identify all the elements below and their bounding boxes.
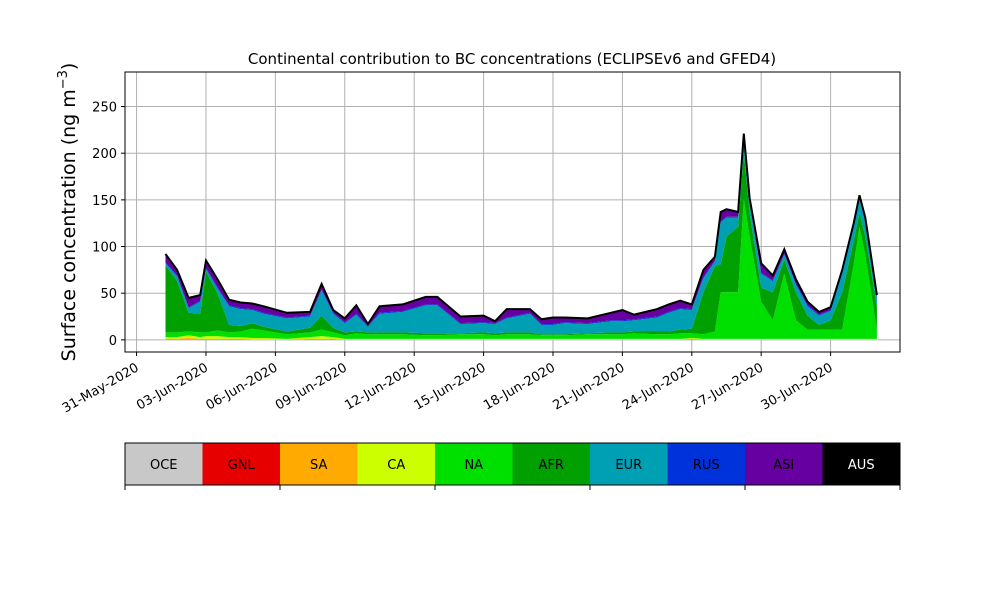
chart-title: Continental contribution to BC concentra…: [248, 50, 776, 68]
colorbar-label-ca: CA: [387, 458, 405, 473]
colorbar-label-asi: ASI: [773, 458, 794, 473]
x-tick-label: 31-May-2020: [60, 360, 142, 416]
colorbar-label-gnl: GNL: [228, 458, 256, 473]
colorbar-swatch-na: [435, 443, 513, 485]
y-axis: 0 50 100 150 200 250: [92, 101, 125, 349]
area-eur: [165, 142, 877, 335]
colorbar-label-eur: EUR: [615, 458, 642, 473]
y-axis-label-exponent: −3: [56, 70, 71, 89]
y-tick-label: 200: [92, 147, 117, 162]
colorbar-swatch-oce: [125, 443, 203, 485]
y-axis-label-text: Surface concentration (ng m: [58, 89, 80, 361]
total-line: [164, 133, 878, 326]
x-tick-label: 03-Jun-2020: [134, 360, 211, 413]
colorbar-label-aus: AUS: [848, 458, 875, 473]
y-tick-label: 250: [92, 101, 117, 116]
plot-frame: [124, 71, 901, 353]
y-axis-label-close: ): [58, 63, 80, 70]
grid-lines: [125, 72, 900, 352]
colorbar-label-na: NA: [464, 458, 483, 473]
y-tick-label: 100: [92, 241, 117, 256]
y-tick-label: 50: [100, 287, 117, 302]
x-tick-label: 18-Jun-2020: [481, 360, 558, 413]
y-tick-label: 150: [92, 194, 117, 209]
colorbar-swatch-asi: [745, 443, 823, 485]
x-tick-label: 09-Jun-2020: [273, 360, 350, 413]
colorbar-frame: [124, 442, 901, 486]
area-sa: [165, 338, 877, 340]
colorbar-label-rus: RUS: [693, 458, 720, 473]
colorbar-swatch-sa: [280, 443, 358, 485]
colorbar-label-oce: OCE: [150, 458, 178, 473]
x-tick-label: 15-Jun-2020: [412, 360, 489, 413]
colorbar-swatch-afr: [512, 443, 591, 485]
area-asi: [165, 133, 877, 326]
y-tick-label: 0: [109, 334, 117, 349]
x-tick-label: 30-Jun-2020: [759, 360, 836, 413]
area-afr: [165, 152, 877, 336]
colorbar-swatch-rus: [667, 443, 746, 485]
total-outline: [164, 133, 878, 326]
x-tick-label: 27-Jun-2020: [689, 360, 766, 413]
colorbar-label-sa: SA: [310, 458, 327, 473]
colorbar-swatch-eur: [590, 443, 668, 485]
area-ca: [165, 335, 877, 340]
x-tick-label: 06-Jun-2020: [204, 360, 281, 413]
y-axis-label: Surface concentration (ng m−3): [56, 63, 80, 362]
stacked-areas: [165, 133, 877, 340]
colorbar-label-afr: AFR: [539, 458, 564, 473]
x-tick-label: 24-Jun-2020: [620, 360, 697, 413]
colorbar-swatch-aus: [822, 443, 901, 485]
colorbar-swatch-ca: [357, 443, 436, 485]
x-axis: 31-May-202003-Jun-202006-Jun-202009-Jun-…: [60, 352, 836, 416]
colorbar-swatch-gnl: [202, 443, 281, 485]
x-tick-label: 12-Jun-2020: [342, 360, 419, 413]
x-tick-label: 21-Jun-2020: [551, 360, 628, 413]
colorbar-legend: OCE GNL SA CA NA AFR EUR RUS ASI AUS: [124, 442, 901, 490]
